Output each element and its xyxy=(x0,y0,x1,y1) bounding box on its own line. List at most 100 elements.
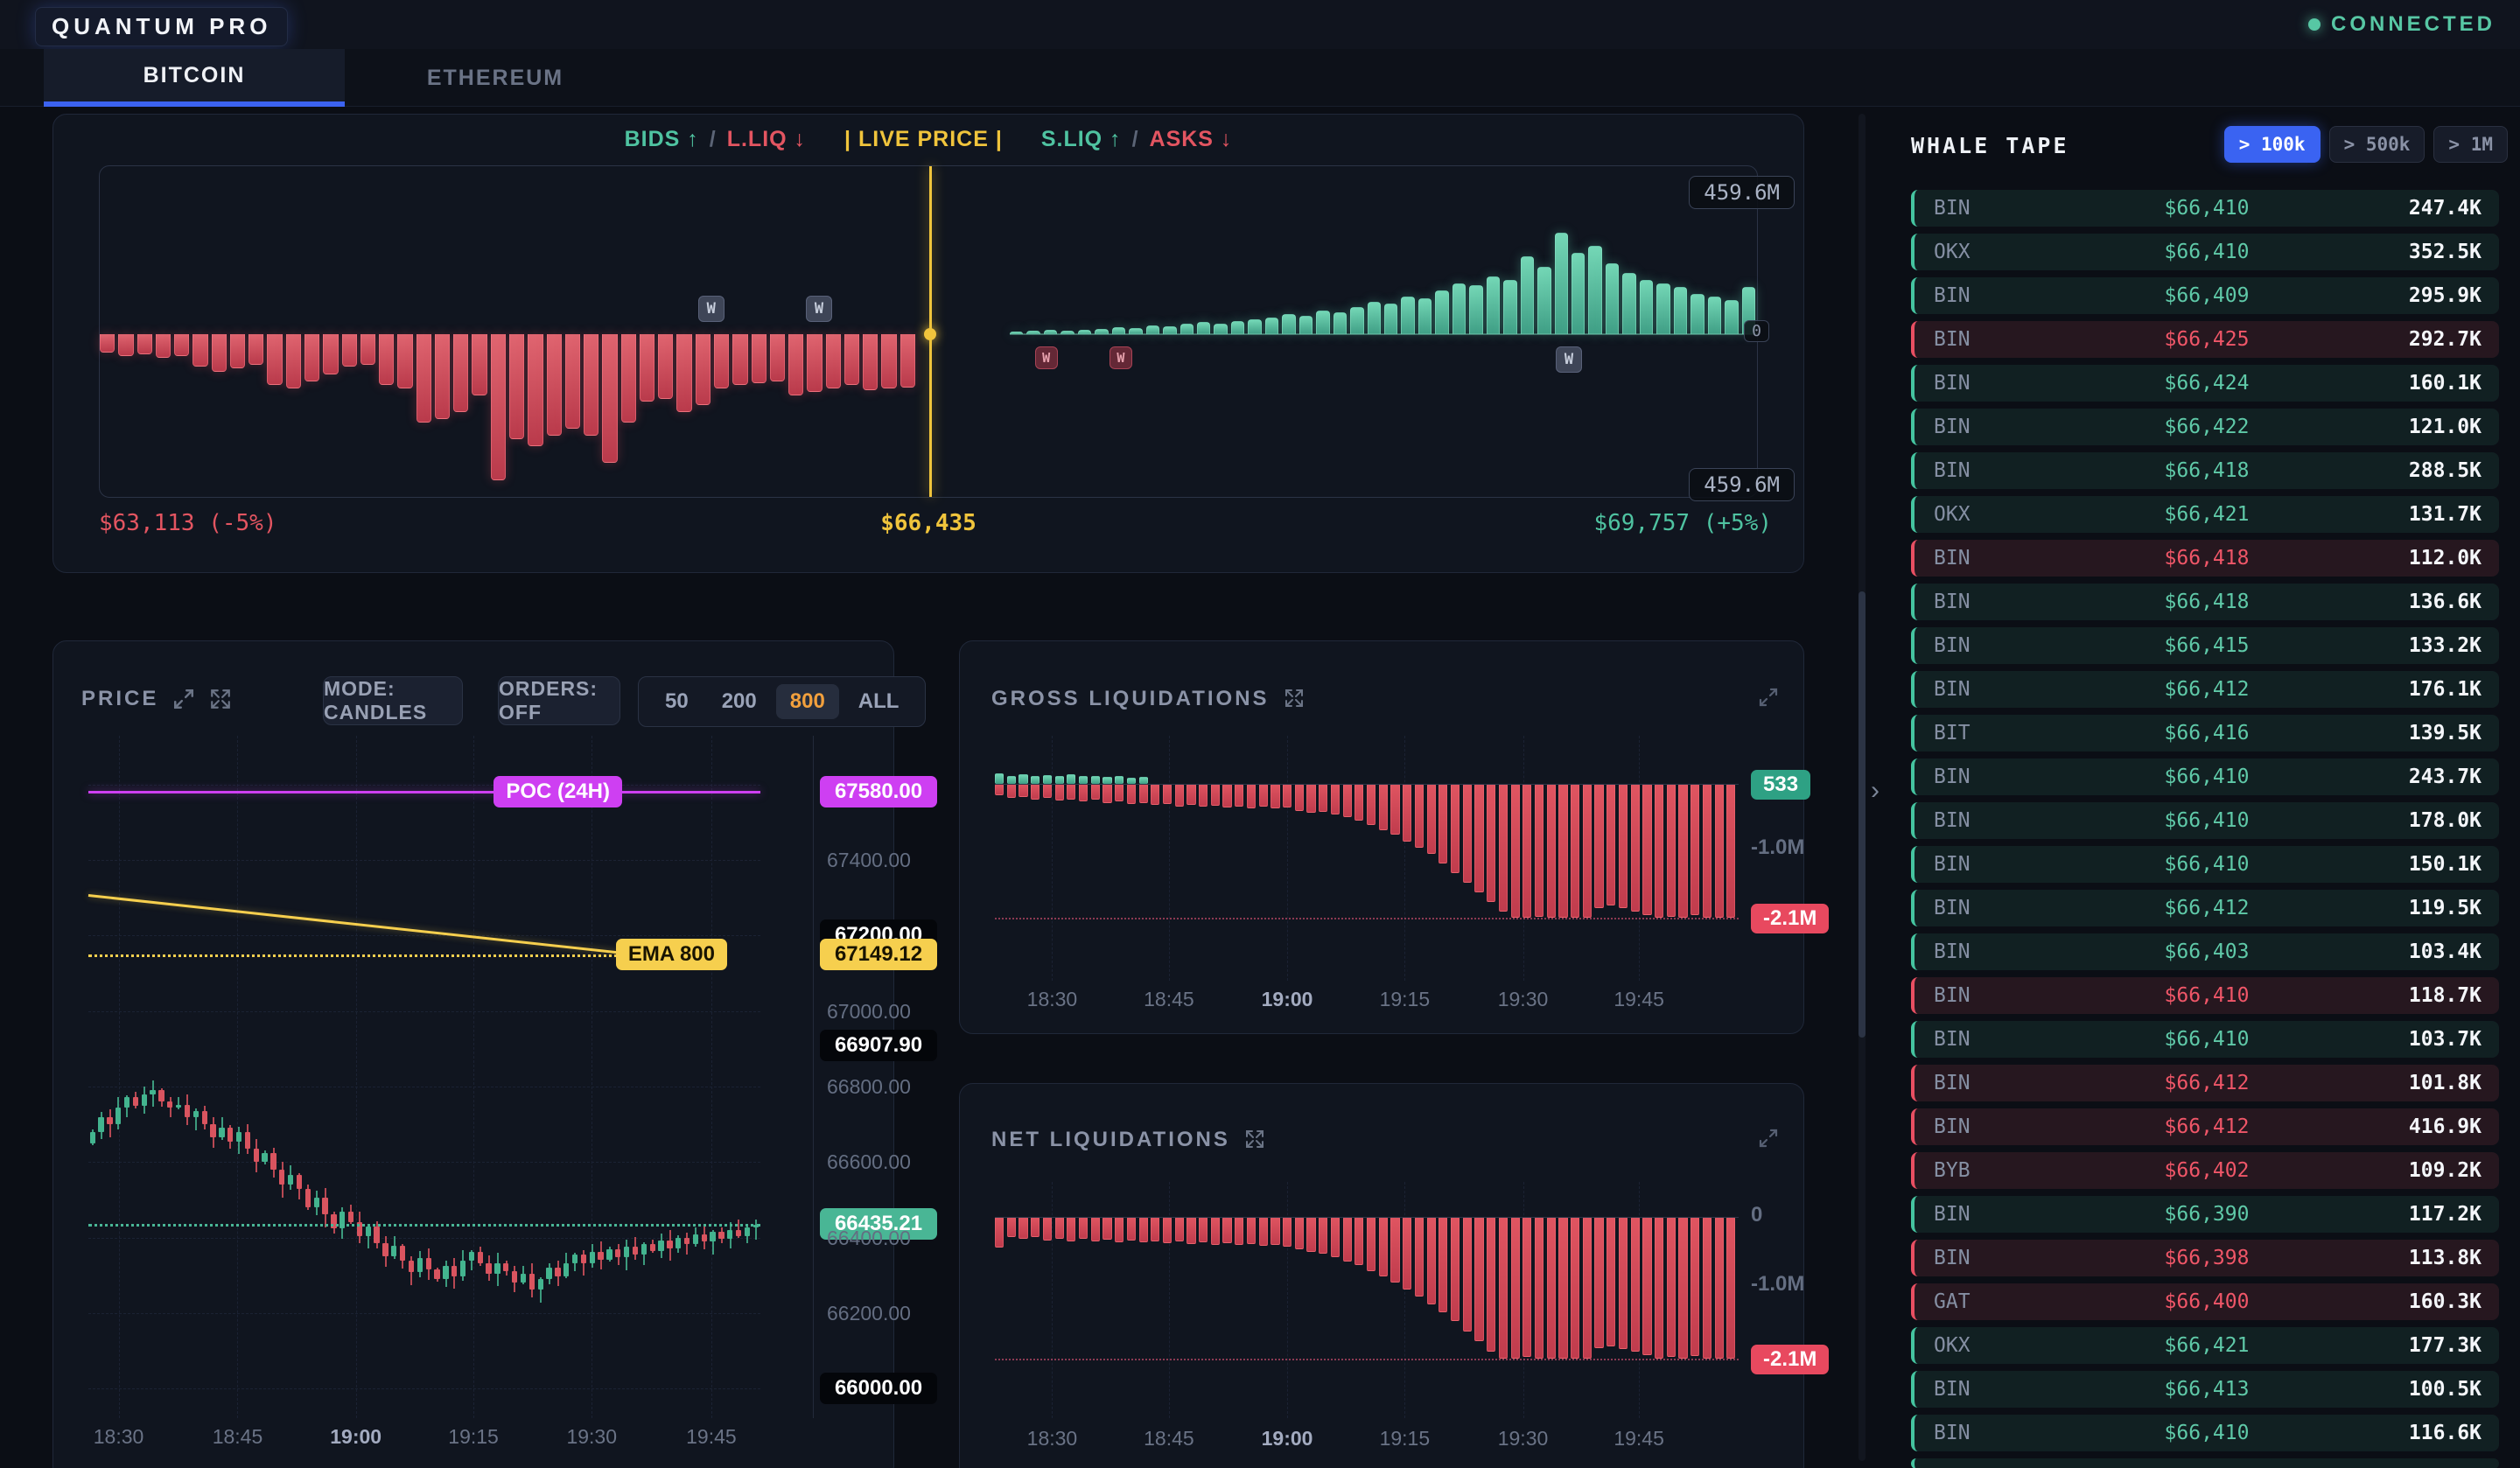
tape-row[interactable]: BIN $66,415 133.2K xyxy=(1911,627,2499,664)
tape-filter-1M[interactable]: > 1M xyxy=(2433,126,2508,163)
tape-row[interactable]: BIN $66,390 117.2K xyxy=(1911,1196,2499,1233)
range-option-200[interactable]: 200 xyxy=(721,689,757,713)
liq-bar xyxy=(1042,1217,1053,1241)
expand-icon[interactable] xyxy=(1758,1128,1781,1150)
time-gridline xyxy=(1287,1182,1289,1418)
tape-row[interactable]: BIN $66,410 243.7K xyxy=(1911,758,2499,795)
bid-bar xyxy=(584,334,599,437)
tape-size: 160.3K xyxy=(2408,1290,2482,1313)
tape-row[interactable]: BIN $66,410 178.0K xyxy=(1911,802,2499,839)
tape-filter-100k[interactable]: > 100k xyxy=(2223,126,2320,163)
tape-row[interactable]: BIN $66,422 121.0K xyxy=(1911,409,2499,445)
candle-body xyxy=(228,1127,234,1142)
liq-bar xyxy=(1462,784,1472,884)
tape-price: $66,422 xyxy=(2164,416,2250,438)
liq-bar xyxy=(1378,1217,1388,1276)
legend-part: / xyxy=(709,127,717,151)
tape-filter-500k[interactable]: > 500k xyxy=(2328,126,2426,163)
ask-bar xyxy=(1384,304,1398,334)
tape-row[interactable]: OKX $66,421 177.3K xyxy=(1911,1327,2499,1364)
candle-body xyxy=(201,1111,207,1125)
tape-row[interactable]: BYB $66,402 109.2K xyxy=(1911,1152,2499,1189)
liq-bar xyxy=(1342,784,1352,817)
maximize-icon[interactable] xyxy=(209,688,232,710)
tape-row[interactable]: BIN $66,412 119.5K xyxy=(1911,890,2499,926)
tape-row[interactable]: BIN $66,424 160.1K xyxy=(1911,365,2499,402)
tape-row[interactable]: BIN $66,418 288.5K xyxy=(1911,452,2499,489)
tape-row[interactable]: BIN $66,398 113.8K xyxy=(1911,1240,2499,1276)
candle-body xyxy=(184,1104,191,1118)
tape-row[interactable]: BIN $66,412 101.8K xyxy=(1911,1065,2499,1101)
price-gridline xyxy=(88,1010,760,1012)
liq-zero-line xyxy=(995,1217,1739,1218)
liq-bar xyxy=(1438,784,1448,864)
bid-bar xyxy=(211,334,227,372)
tape-row[interactable]: BIN $66,410 247.4K xyxy=(1911,190,2499,227)
tape-exchange: BIN xyxy=(1934,284,1970,307)
tab-ethereum[interactable]: ETHEREUM xyxy=(426,65,564,90)
mode-button[interactable]: MODE: CANDLES xyxy=(323,676,463,725)
tape-row[interactable]: BIN $66,410 150.1K xyxy=(1911,846,2499,883)
expand-icon[interactable] xyxy=(172,688,195,710)
candle-body xyxy=(356,1221,363,1236)
tape-size: 352.5K xyxy=(2408,241,2482,263)
tape-row[interactable]: GAT $66,400 160.3K xyxy=(1911,1283,2499,1320)
liq-bar xyxy=(1174,784,1184,807)
bid-bar xyxy=(248,334,264,365)
candle-body xyxy=(340,1212,346,1228)
ask-bar xyxy=(1043,330,1058,334)
tape-row[interactable]: BIN $66,418 112.0K xyxy=(1911,540,2499,577)
candle-body xyxy=(528,1273,535,1290)
tape-row[interactable]: BIT $66,416 139.5K xyxy=(1911,715,2499,751)
tape-price: $66,410 xyxy=(2164,853,2250,876)
tape-row[interactable]: BIN $66,409 295.9K xyxy=(1911,277,2499,314)
sidebar-collapse-chevron-icon[interactable]: › xyxy=(1871,776,1880,805)
tape-row[interactable]: OKX $66,410 352.5K xyxy=(1911,234,2499,270)
tab-bitcoin[interactable]: BITCOIN xyxy=(44,49,345,107)
tape-size: 118.7K xyxy=(2408,984,2482,1007)
tape-exchange: BIN xyxy=(1934,984,1970,1007)
tape-row[interactable]: BIN $66,403 103.4K xyxy=(1911,933,2499,970)
liq-bar xyxy=(1210,784,1220,806)
tape-price: $66,418 xyxy=(2164,591,2250,613)
expand-icon[interactable] xyxy=(1758,687,1781,710)
range-option-50[interactable]: 50 xyxy=(665,689,689,713)
tape-price: $66,412 xyxy=(2164,1115,2250,1138)
liq-bar xyxy=(1078,1217,1088,1240)
liq-bar-positive xyxy=(1090,775,1100,784)
tape-row[interactable]: BIN $66,410 103.7K xyxy=(1911,1021,2499,1058)
liq-mid-label: -1.0M xyxy=(1751,1272,1805,1296)
candle-body xyxy=(107,1116,113,1125)
tape-row[interactable]: BIN $66,412 176.1K xyxy=(1911,671,2499,708)
tape-row[interactable]: OKX $66,421 131.7K xyxy=(1911,496,2499,533)
bid-bar xyxy=(341,334,357,367)
liq-bar xyxy=(1702,784,1712,919)
liq-bar xyxy=(1054,1217,1064,1239)
candle-body xyxy=(416,1258,423,1273)
candle-body xyxy=(322,1198,328,1214)
orders-button[interactable]: ORDERS: OFF xyxy=(498,676,620,725)
range-option-all[interactable]: ALL xyxy=(858,689,900,713)
tape-row[interactable]: BIN $66,425 292.7K xyxy=(1911,321,2499,358)
tape-row[interactable]: BIN $66,413 100.5K xyxy=(1911,1371,2499,1408)
time-tick: 19:15 xyxy=(1379,988,1431,1010)
tape-row[interactable]: BIN $66,418 136.6K xyxy=(1911,584,2499,620)
ask-bar xyxy=(1230,320,1245,334)
tape-exchange: BIT xyxy=(1934,722,1970,744)
ask-bar xyxy=(1316,310,1330,334)
price-axis-pill-poc: 67580.00 xyxy=(820,776,937,808)
ask-bar xyxy=(1401,297,1415,334)
expand-icon[interactable] xyxy=(1284,688,1306,710)
ask-bar xyxy=(1622,273,1636,334)
scrollbar-thumb[interactable] xyxy=(1858,591,1866,1038)
tape-row[interactable]: BIN $66,412 416.9K xyxy=(1911,1108,2499,1145)
expand-icon[interactable] xyxy=(1244,1129,1267,1151)
ask-bar xyxy=(1197,322,1211,334)
time-gridline xyxy=(1404,736,1406,981)
candle-body xyxy=(658,1241,664,1251)
tape-row[interactable]: BIN $66,410 116.6K xyxy=(1911,1415,2499,1451)
liq-bar xyxy=(1090,784,1100,800)
range-option-800[interactable]: 800 xyxy=(775,684,839,719)
tape-row[interactable]: BIN $66,410 118.7K xyxy=(1911,977,2499,1014)
liq-bar xyxy=(1367,1217,1376,1271)
